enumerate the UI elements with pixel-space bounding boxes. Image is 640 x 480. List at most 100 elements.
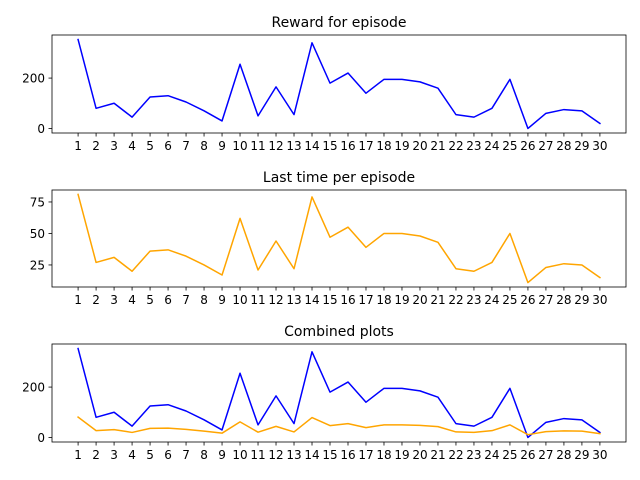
x-tick-label: 6 (164, 448, 172, 462)
x-tick-label: 5 (146, 293, 154, 307)
x-tick-label: 4 (128, 448, 136, 462)
x-tick-label: 30 (592, 139, 607, 153)
x-tick-label: 18 (376, 139, 391, 153)
x-tick-label: 6 (164, 139, 172, 153)
x-tick-label: 9 (218, 448, 226, 462)
axes-frame (51, 343, 627, 443)
x-tick-label: 15 (322, 293, 337, 307)
y-tick-label: 200 (22, 381, 45, 395)
x-tick-label: 15 (322, 139, 337, 153)
x-tick-label: 7 (182, 448, 190, 462)
x-tick-label: 22 (448, 448, 463, 462)
series-line-1 (77, 38, 601, 130)
x-tick-label: 27 (538, 139, 553, 153)
x-tick-label: 17 (358, 139, 373, 153)
y-tick-label: 75 (30, 195, 45, 209)
x-tick-label: 5 (146, 448, 154, 462)
x-tick-label: 1 (74, 139, 82, 153)
axes-frame (51, 34, 627, 134)
x-tick-label: 24 (484, 139, 499, 153)
x-tick-label: 3 (110, 139, 118, 153)
x-tick-label: 7 (182, 139, 190, 153)
x-tick-label: 11 (250, 139, 265, 153)
y-tick-label: 25 (30, 258, 45, 272)
x-tick-label: 30 (592, 448, 607, 462)
x-tick-label: 26 (520, 293, 535, 307)
x-tick-label: 10 (232, 448, 247, 462)
series-line-2 (77, 416, 601, 436)
x-tick-label: 3 (110, 448, 118, 462)
x-tick-label: 12 (268, 448, 283, 462)
y-tick-label: 50 (30, 227, 45, 241)
x-tick-label: 9 (218, 139, 226, 153)
x-tick-label: 10 (232, 293, 247, 307)
x-tick-label: 21 (430, 448, 445, 462)
x-tick-label: 22 (448, 293, 463, 307)
x-tick-label: 20 (412, 293, 427, 307)
x-tick-label: 18 (376, 293, 391, 307)
x-tick-label: 29 (574, 293, 589, 307)
x-tick-label: 10 (232, 139, 247, 153)
x-tick-label: 28 (556, 448, 571, 462)
x-tick-label: 7 (182, 293, 190, 307)
x-tick-label: 4 (128, 293, 136, 307)
chart-title: Last time per episode (263, 170, 415, 186)
x-tick-label: 9 (218, 293, 226, 307)
x-tick-label: 23 (466, 139, 481, 153)
x-tick-label: 8 (200, 293, 208, 307)
x-tick-label: 25 (502, 448, 517, 462)
y-tick-label: 0 (37, 431, 45, 445)
x-tick-label: 22 (448, 139, 463, 153)
x-tick-label: 19 (394, 293, 409, 307)
x-tick-label: 5 (146, 139, 154, 153)
x-tick-label: 16 (340, 448, 355, 462)
x-tick-label: 27 (538, 293, 553, 307)
axes-frame (51, 189, 627, 288)
x-tick-label: 29 (574, 139, 589, 153)
x-tick-label: 24 (484, 448, 499, 462)
x-tick-label: 2 (92, 139, 100, 153)
x-tick-label: 17 (358, 293, 373, 307)
x-tick-label: 26 (520, 139, 535, 153)
x-tick-label: 12 (268, 293, 283, 307)
x-tick-label: 13 (286, 139, 301, 153)
x-tick-label: 1 (74, 448, 82, 462)
x-tick-label: 19 (394, 448, 409, 462)
x-tick-label: 15 (322, 448, 337, 462)
y-tick-label: 200 (22, 72, 45, 86)
x-tick-label: 23 (466, 448, 481, 462)
x-tick-label: 17 (358, 448, 373, 462)
x-tick-label: 21 (430, 293, 445, 307)
x-tick-label: 13 (286, 448, 301, 462)
x-tick-label: 27 (538, 448, 553, 462)
x-tick-label: 16 (340, 293, 355, 307)
x-tick-label: 25 (502, 139, 517, 153)
x-tick-label: 14 (304, 139, 319, 153)
x-tick-label: 28 (556, 139, 571, 153)
x-tick-label: 19 (394, 139, 409, 153)
x-tick-label: 2 (92, 448, 100, 462)
x-tick-label: 21 (430, 139, 445, 153)
x-tick-label: 24 (484, 293, 499, 307)
x-tick-label: 20 (412, 139, 427, 153)
series-line-1 (77, 193, 601, 284)
chart-title: Reward for episode (271, 15, 406, 31)
x-tick-label: 28 (556, 293, 571, 307)
x-tick-label: 11 (250, 448, 265, 462)
x-tick-label: 2 (92, 293, 100, 307)
x-tick-label: 4 (128, 139, 136, 153)
x-tick-label: 8 (200, 448, 208, 462)
x-tick-label: 25 (502, 293, 517, 307)
x-tick-label: 6 (164, 293, 172, 307)
x-tick-label: 3 (110, 293, 118, 307)
series-line-1 (77, 347, 601, 439)
x-tick-label: 1 (74, 293, 82, 307)
x-tick-label: 16 (340, 139, 355, 153)
x-tick-label: 23 (466, 293, 481, 307)
chart-title: Combined plots (284, 324, 394, 340)
x-tick-label: 13 (286, 293, 301, 307)
